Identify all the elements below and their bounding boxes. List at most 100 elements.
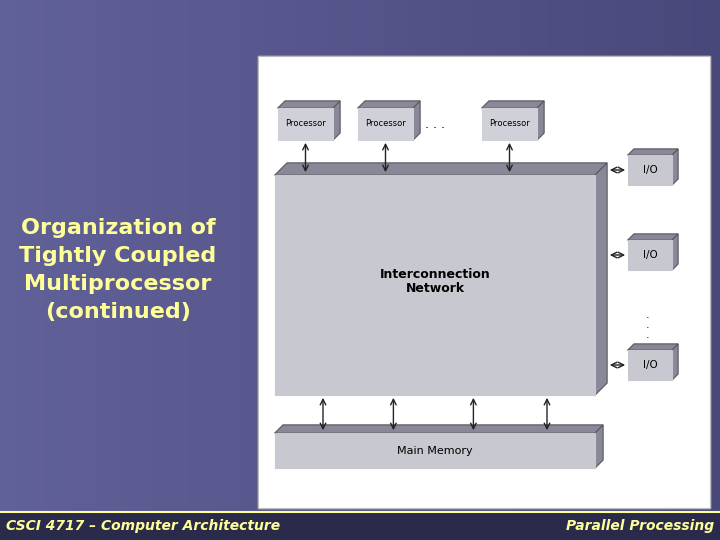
- Bar: [261, 0, 271, 512]
- Bar: [482, 108, 537, 140]
- Bar: [45, 0, 55, 512]
- Bar: [558, 0, 568, 512]
- Polygon shape: [672, 149, 678, 185]
- Bar: [540, 0, 550, 512]
- Bar: [612, 0, 622, 512]
- Bar: [27, 0, 37, 512]
- Bar: [358, 108, 413, 140]
- Polygon shape: [275, 163, 607, 175]
- Text: Organization of
Tightly Coupled
Multiprocessor
(continued): Organization of Tightly Coupled Multipro…: [19, 218, 217, 322]
- Text: Network: Network: [405, 282, 464, 295]
- Bar: [279, 0, 289, 512]
- Bar: [0, 512, 720, 540]
- Bar: [549, 0, 559, 512]
- Text: I/O: I/O: [643, 360, 657, 370]
- Text: I/O: I/O: [643, 165, 657, 175]
- Bar: [567, 0, 577, 512]
- Bar: [270, 0, 280, 512]
- Bar: [387, 0, 397, 512]
- Bar: [234, 0, 244, 512]
- Bar: [594, 0, 604, 512]
- Text: I/O: I/O: [643, 250, 657, 260]
- Bar: [513, 0, 523, 512]
- Bar: [297, 0, 307, 512]
- Bar: [288, 0, 298, 512]
- Polygon shape: [358, 101, 420, 108]
- Bar: [531, 0, 541, 512]
- Bar: [72, 0, 82, 512]
- Bar: [603, 0, 613, 512]
- Text: Main Memory: Main Memory: [397, 446, 473, 456]
- Text: Processor: Processor: [285, 119, 326, 129]
- Bar: [225, 0, 235, 512]
- Bar: [207, 0, 217, 512]
- Polygon shape: [595, 163, 607, 395]
- Text: Processor: Processor: [489, 119, 530, 129]
- Bar: [639, 0, 649, 512]
- Bar: [333, 0, 343, 512]
- Bar: [18, 0, 28, 512]
- Bar: [405, 0, 415, 512]
- Bar: [648, 0, 658, 512]
- Bar: [396, 0, 406, 512]
- Bar: [278, 108, 333, 140]
- Bar: [144, 0, 154, 512]
- Bar: [306, 0, 316, 512]
- Bar: [90, 0, 100, 512]
- Bar: [324, 0, 334, 512]
- Bar: [171, 0, 181, 512]
- Text: .
.
.: . . .: [646, 310, 650, 340]
- Bar: [126, 0, 136, 512]
- Polygon shape: [333, 101, 340, 140]
- Bar: [9, 0, 19, 512]
- Bar: [135, 0, 145, 512]
- Bar: [216, 0, 226, 512]
- Polygon shape: [672, 234, 678, 270]
- Bar: [684, 0, 694, 512]
- Bar: [108, 0, 118, 512]
- Bar: [628, 240, 672, 270]
- Bar: [99, 0, 109, 512]
- Bar: [628, 155, 672, 185]
- Text: . . .: . . .: [425, 118, 445, 131]
- Bar: [585, 0, 595, 512]
- Bar: [459, 0, 469, 512]
- Bar: [576, 0, 586, 512]
- Polygon shape: [628, 344, 678, 350]
- Bar: [504, 0, 514, 512]
- Bar: [258, 56, 710, 508]
- Bar: [153, 0, 163, 512]
- Bar: [630, 0, 640, 512]
- Bar: [315, 0, 325, 512]
- Polygon shape: [413, 101, 420, 140]
- Bar: [36, 0, 46, 512]
- Bar: [477, 0, 487, 512]
- Polygon shape: [537, 101, 544, 140]
- Bar: [258, 56, 710, 508]
- Polygon shape: [628, 149, 678, 155]
- Polygon shape: [482, 101, 544, 108]
- Bar: [675, 0, 685, 512]
- Bar: [423, 0, 433, 512]
- Polygon shape: [275, 425, 603, 433]
- Polygon shape: [278, 101, 340, 108]
- Bar: [495, 0, 505, 512]
- Bar: [450, 0, 460, 512]
- Text: Interconnection: Interconnection: [379, 268, 490, 281]
- Bar: [486, 0, 496, 512]
- Bar: [414, 0, 424, 512]
- Bar: [468, 0, 478, 512]
- Bar: [657, 0, 667, 512]
- Bar: [702, 0, 712, 512]
- Bar: [621, 0, 631, 512]
- Text: Parallel Processing: Parallel Processing: [566, 519, 714, 533]
- Bar: [360, 0, 370, 512]
- Bar: [81, 0, 91, 512]
- Bar: [666, 0, 676, 512]
- Text: Processor: Processor: [365, 119, 406, 129]
- Bar: [189, 0, 199, 512]
- Polygon shape: [672, 344, 678, 380]
- Text: CSCI 4717 – Computer Architecture: CSCI 4717 – Computer Architecture: [6, 519, 280, 533]
- Bar: [441, 0, 451, 512]
- Bar: [162, 0, 172, 512]
